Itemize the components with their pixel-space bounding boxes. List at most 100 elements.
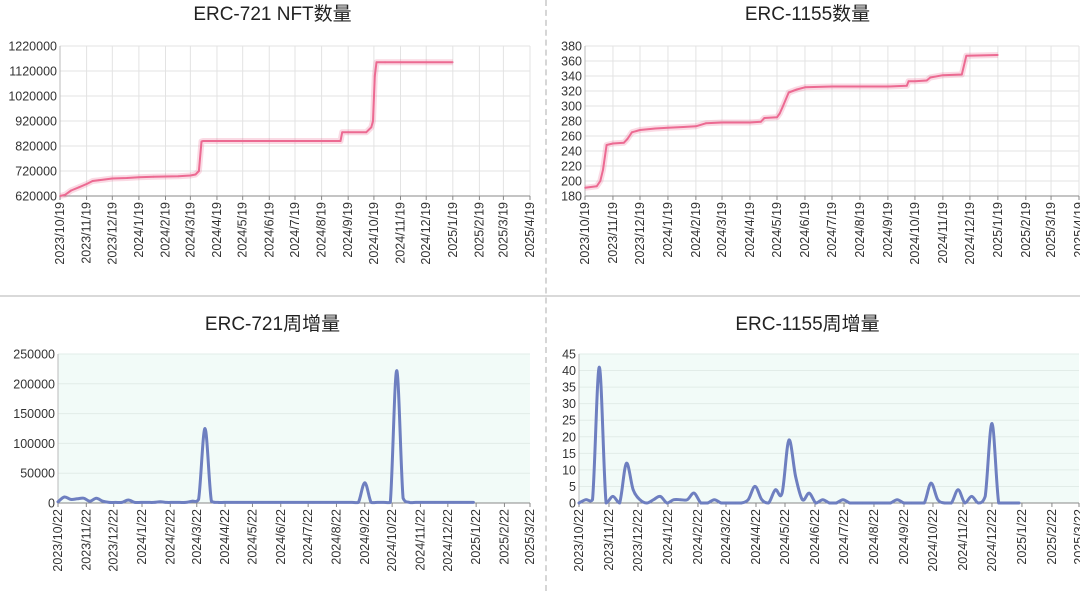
data-point xyxy=(682,126,685,128)
data-point xyxy=(704,122,707,125)
data-point xyxy=(267,501,270,504)
data-point xyxy=(103,178,106,181)
data-point xyxy=(672,498,675,501)
data-point xyxy=(638,498,641,501)
data-point xyxy=(274,501,277,504)
data-point xyxy=(957,488,960,491)
data-point xyxy=(862,502,865,504)
data-point xyxy=(376,501,379,504)
data-point xyxy=(984,495,987,498)
data-point xyxy=(740,502,743,504)
x-tick-label: 2024/2/22 xyxy=(691,509,705,565)
x-tick-label: 2024/6/22 xyxy=(274,509,288,565)
data-point xyxy=(120,501,123,504)
data-point xyxy=(929,76,932,79)
data-point xyxy=(137,176,140,179)
x-tick-label: 2024/12/22 xyxy=(985,509,999,572)
y-tick-label: 220 xyxy=(561,160,582,174)
y-tick-label: 50000 xyxy=(20,467,55,481)
y-tick-label: 200000 xyxy=(13,377,55,391)
x-tick-label: 2025/3/22 xyxy=(523,509,537,565)
x-tick-label: 2023/10/22 xyxy=(51,509,65,572)
x-tick-label: 2024/10/19 xyxy=(908,202,922,265)
y-tick-label: 180 xyxy=(561,190,582,204)
data-point xyxy=(202,140,205,142)
data-point xyxy=(950,502,953,504)
x-tick-label: 2024/12/19 xyxy=(963,202,977,265)
data-point xyxy=(146,501,149,504)
data-point xyxy=(395,369,398,372)
data-point xyxy=(69,498,72,501)
data-point xyxy=(763,117,766,119)
data-point xyxy=(472,501,475,504)
x-tick-label: 2025/3/22 xyxy=(1072,509,1080,565)
data-point xyxy=(855,502,858,504)
x-tick-label: 2025/1/19 xyxy=(446,202,460,258)
data-point xyxy=(1011,502,1014,504)
data-point xyxy=(754,485,756,488)
x-tick-label: 2024/11/22 xyxy=(413,509,427,571)
data-point xyxy=(200,140,203,143)
data-point xyxy=(801,498,804,501)
data-point xyxy=(95,497,98,500)
y-tick-label: 20 xyxy=(562,430,576,444)
data-point xyxy=(164,175,167,178)
data-point xyxy=(216,501,219,504)
data-point xyxy=(625,462,628,465)
x-tick-label: 2024/7/22 xyxy=(301,509,315,565)
y-tick-label: 35 xyxy=(562,381,576,395)
data-point xyxy=(605,144,608,146)
data-point xyxy=(842,498,844,501)
data-point xyxy=(421,501,424,504)
data-point xyxy=(721,121,723,124)
data-point xyxy=(774,488,777,491)
data-point xyxy=(76,497,79,500)
x-tick-label: 2024/2/19 xyxy=(689,202,703,258)
y-tick-label: 1220000 xyxy=(8,40,57,54)
x-tick-label: 2025/4/19 xyxy=(523,202,537,258)
data-point xyxy=(159,500,162,503)
data-point xyxy=(666,502,668,504)
data-point xyxy=(191,500,194,503)
data-point xyxy=(804,86,806,89)
data-point xyxy=(896,498,899,501)
data-point xyxy=(114,501,117,504)
data-point xyxy=(261,501,264,504)
data-point xyxy=(611,142,614,145)
data-point xyxy=(287,501,290,504)
x-tick-label: 2024/8/22 xyxy=(329,509,343,565)
data-point xyxy=(466,501,468,504)
data-point xyxy=(108,501,111,504)
x-tick-label: 2025/3/19 xyxy=(496,202,510,258)
data-point xyxy=(375,61,378,64)
data-point xyxy=(338,501,341,504)
data-point xyxy=(280,501,283,504)
data-point xyxy=(886,85,889,88)
data-point xyxy=(320,140,323,142)
data-point xyxy=(598,366,601,369)
data-point xyxy=(178,501,181,504)
y-tick-label: 5 xyxy=(569,480,576,494)
data-point xyxy=(831,85,833,88)
data-point xyxy=(787,439,790,442)
x-tick-label: 2023/12/19 xyxy=(105,202,119,265)
data-point xyxy=(382,501,385,504)
y-tick-label: 280 xyxy=(561,115,582,129)
data-point xyxy=(384,61,387,64)
data-point xyxy=(453,501,456,504)
data-point xyxy=(645,502,648,504)
data-point xyxy=(694,125,697,128)
x-tick-label: 2024/3/22 xyxy=(719,509,733,565)
y-tick-label: 10 xyxy=(562,463,576,477)
data-point xyxy=(248,501,251,504)
y-tick-label: 250000 xyxy=(13,348,55,362)
data-point xyxy=(125,177,128,179)
data-point xyxy=(184,501,187,504)
data-point xyxy=(357,501,360,504)
data-point xyxy=(1018,502,1020,504)
y-tick-label: 380 xyxy=(561,40,582,54)
data-point xyxy=(781,106,784,109)
data-point xyxy=(229,501,232,504)
x-tick-label: 2024/11/19 xyxy=(936,202,950,264)
y-tick-label: 15 xyxy=(562,447,576,461)
